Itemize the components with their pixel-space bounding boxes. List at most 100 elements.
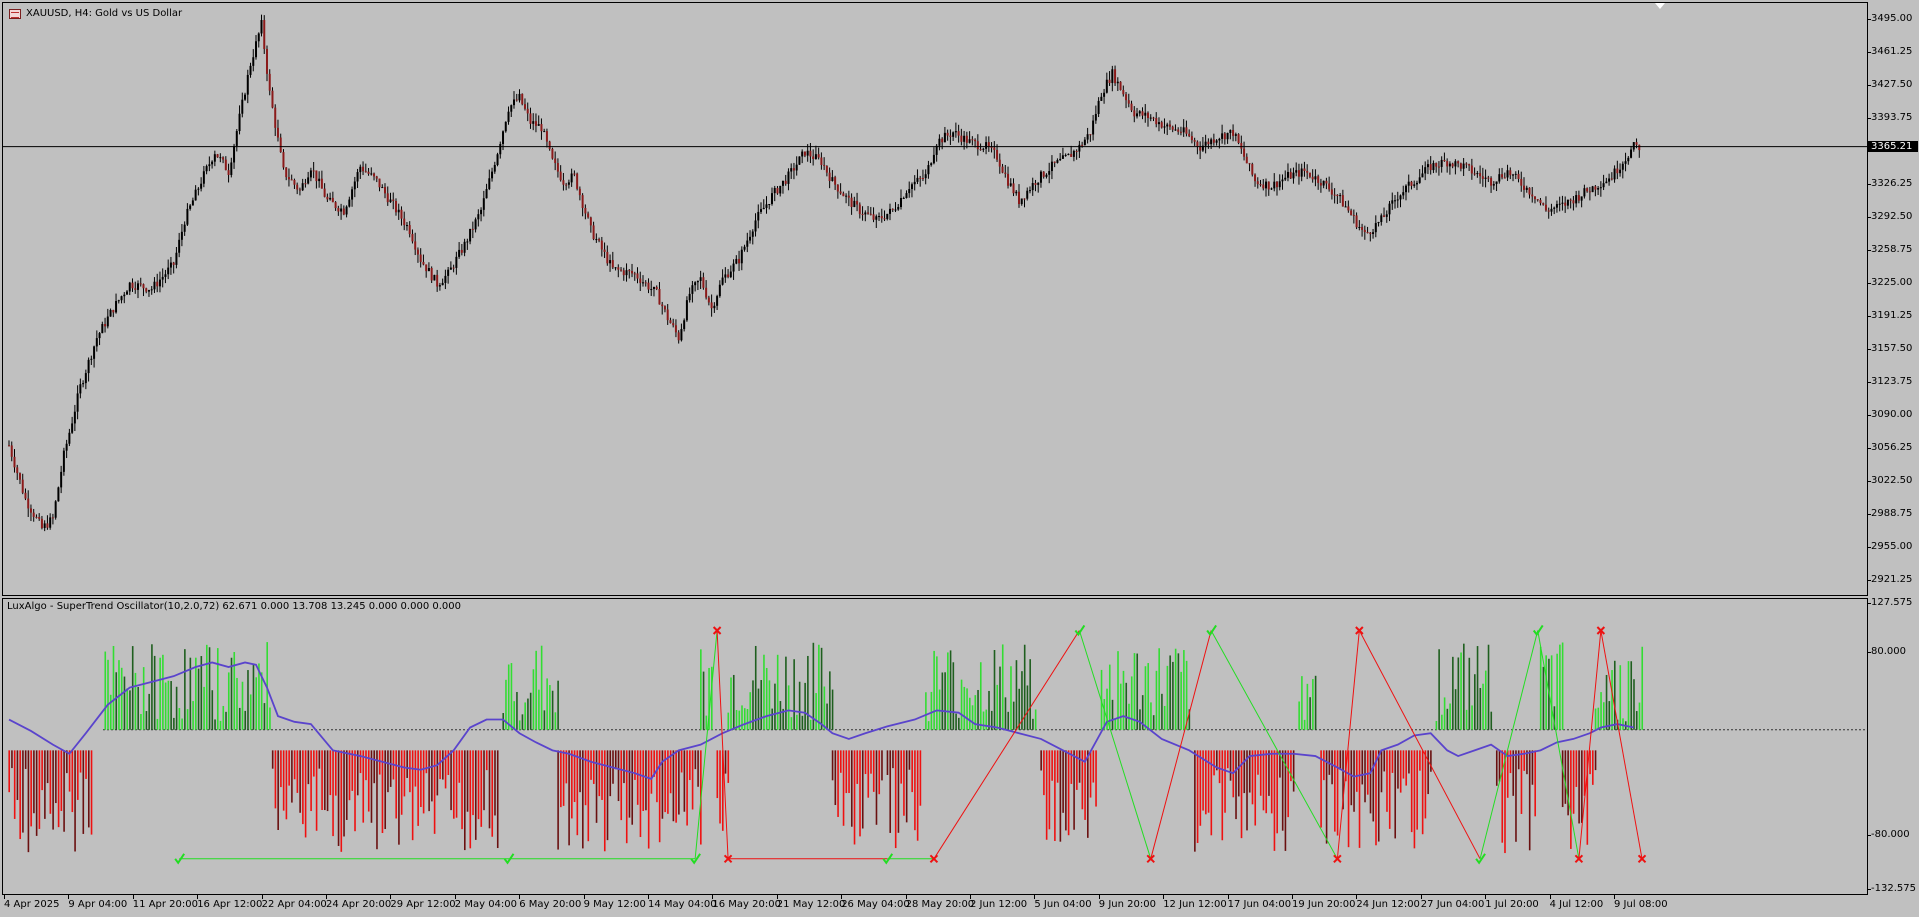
candle-body <box>718 284 721 297</box>
signal-connector-line <box>1479 630 1539 859</box>
oscillator-bar <box>186 709 189 730</box>
candle-body <box>304 183 307 185</box>
oscillator-bar <box>321 750 323 810</box>
oscillator-bar <box>1273 750 1276 851</box>
candle-body <box>1377 222 1380 224</box>
oscillator-bar <box>675 750 677 823</box>
candle-body <box>1366 232 1369 234</box>
price-axis[interactable]: 3495.00 3461.25 3427.50 3393.75 3326.25 3292.… <box>1867 2 1919 596</box>
oscillator-bar <box>1229 750 1232 781</box>
candle-body <box>82 383 85 385</box>
oscillator-bar <box>1048 750 1051 830</box>
oscillator-bar <box>595 750 598 823</box>
oscillator-bar <box>126 688 129 730</box>
oscillator-bar <box>1377 750 1380 842</box>
oscillator-bar <box>496 750 499 849</box>
time-axis[interactable]: 4 Apr 2025 9 Apr 04:00 11 Apr 20:00 16 Apr … <box>2 895 1868 917</box>
candle-body <box>183 224 186 232</box>
candle-body <box>1314 176 1317 180</box>
candle-body <box>309 170 312 178</box>
candle-body <box>1297 170 1300 177</box>
buy-signal-check-icon <box>1074 624 1086 637</box>
chart-shift-marker-icon[interactable] <box>1655 3 1665 9</box>
candle-body <box>839 191 842 194</box>
oscillator-bar <box>958 717 960 730</box>
oscillator-bar <box>1402 750 1405 779</box>
oscillator-pane[interactable]: LuxAlgo - SuperTrend Oscillator(10,2.0,7… <box>2 598 1868 895</box>
oscillator-bar <box>156 718 159 730</box>
oscillator-bar <box>22 750 24 833</box>
price-chart-pane[interactable]: XAUUSD, H4: Gold vs US Dollar <box>2 2 1868 596</box>
candle-body <box>1358 226 1361 228</box>
oscillator-bar <box>200 656 203 730</box>
oscillator-bar <box>1117 651 1119 730</box>
oscillator-bar <box>425 750 428 774</box>
candle-body <box>680 329 683 341</box>
oscillator-bar <box>274 750 277 809</box>
candle-body <box>661 304 664 307</box>
candle-body <box>178 239 181 253</box>
oscillator-bar <box>1581 750 1583 823</box>
oscillator-bar <box>1196 750 1199 843</box>
oscillator-bar <box>447 750 450 775</box>
candle-body <box>1259 184 1262 186</box>
oscillator-bar <box>491 750 494 837</box>
oscillator-bar <box>1301 676 1303 730</box>
sell-signal-cross-icon <box>1146 854 1155 864</box>
candle-body <box>331 197 334 203</box>
oscillator-bar <box>573 750 576 803</box>
oscillator-bar <box>365 750 367 781</box>
oscillator-bar <box>1375 750 1377 846</box>
oscillator-bar <box>1147 663 1149 730</box>
oscillator-bar <box>1015 660 1018 730</box>
candle-body <box>631 270 634 274</box>
candle-body <box>169 262 172 268</box>
candle-body <box>1380 215 1383 223</box>
sell-signal-cross-icon <box>1637 854 1647 864</box>
candle-body <box>976 141 979 150</box>
oscillator-bar <box>738 710 741 730</box>
candle-body <box>1072 150 1075 157</box>
candle-body <box>850 197 853 207</box>
candle-body <box>460 249 463 253</box>
candle-body <box>1251 164 1254 175</box>
candle-body <box>1369 232 1372 235</box>
oscillator-bar <box>463 750 466 851</box>
candle-body <box>469 228 472 242</box>
sell-signal-cross-icon <box>723 854 733 864</box>
candle-body <box>276 127 279 138</box>
candle-body <box>1199 146 1202 151</box>
candle-body <box>941 138 944 143</box>
oscillator-bar <box>33 750 35 814</box>
oscillator-bar <box>1441 714 1443 730</box>
candle-body <box>899 198 902 208</box>
oscillator-bar <box>178 708 181 730</box>
oscillator-bar <box>516 691 518 730</box>
oscillator-bar <box>1358 750 1361 848</box>
candle-body <box>760 209 763 212</box>
candle-body <box>1479 173 1482 177</box>
candle-body <box>444 275 447 283</box>
candle-body <box>537 124 540 126</box>
candle-body <box>979 149 982 151</box>
oscillator-bar <box>1125 682 1128 730</box>
candle-body <box>441 282 444 286</box>
candle-body <box>167 267 170 275</box>
oscillator-bar <box>1174 648 1177 730</box>
oscillator-axis[interactable]: 127.575 80.000 -80.000 -132.575 <box>1867 598 1919 895</box>
time-axis-label: 28 May 20:00 <box>905 895 975 910</box>
oscillator-bar <box>1043 750 1045 796</box>
candle-body <box>1116 81 1119 84</box>
oscillator-bar <box>837 750 839 817</box>
oscillator-bar <box>214 719 216 730</box>
oscillator-bar <box>1482 683 1484 730</box>
candle-body <box>24 492 27 499</box>
candle-body <box>1034 183 1037 185</box>
oscillator-bar <box>1583 750 1586 796</box>
candle-body <box>1575 195 1578 204</box>
candle-body <box>529 113 532 124</box>
candle-body <box>1435 163 1438 167</box>
oscillator-bar <box>384 750 387 830</box>
candle-body <box>946 132 949 136</box>
oscillator-bar <box>1592 750 1594 785</box>
